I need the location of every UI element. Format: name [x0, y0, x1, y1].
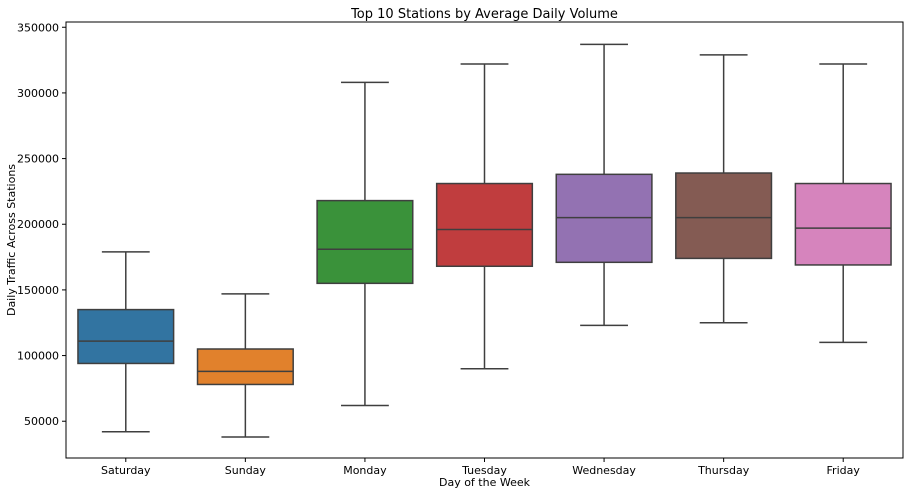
x-tick-label: Sunday [225, 464, 267, 477]
x-tick-label: Monday [343, 464, 387, 477]
box-tuesday [435, 182, 534, 268]
y-tick-label: 250000 [17, 153, 59, 166]
y-axis-label: Daily Traffic Across Stations [5, 164, 18, 316]
box-sunday [196, 348, 294, 386]
y-tick-label: 150000 [17, 284, 59, 297]
box-friday [794, 182, 892, 266]
y-tick-label: 300000 [17, 87, 59, 100]
box-thursday [675, 172, 773, 260]
x-axis-label: Day of the Week [439, 476, 531, 489]
x-tick-label: Wednesday [572, 464, 636, 477]
box-monday [316, 199, 414, 285]
x-tick-label: Friday [827, 464, 861, 477]
box-saturday [77, 308, 175, 365]
y-tick-label: 50000 [24, 415, 59, 428]
plot-frame [65, 21, 904, 459]
y-tick-label: 350000 [17, 21, 59, 34]
y-tick-label: 200000 [17, 218, 59, 231]
x-tick-label: Saturday [101, 464, 151, 477]
x-tick-label: Thursday [697, 464, 750, 477]
y-tick-label: 100000 [17, 350, 59, 363]
chart-title: Top 10 Stations by Average Daily Volume [350, 7, 618, 22]
x-tick-label: Tuesday [461, 464, 507, 477]
